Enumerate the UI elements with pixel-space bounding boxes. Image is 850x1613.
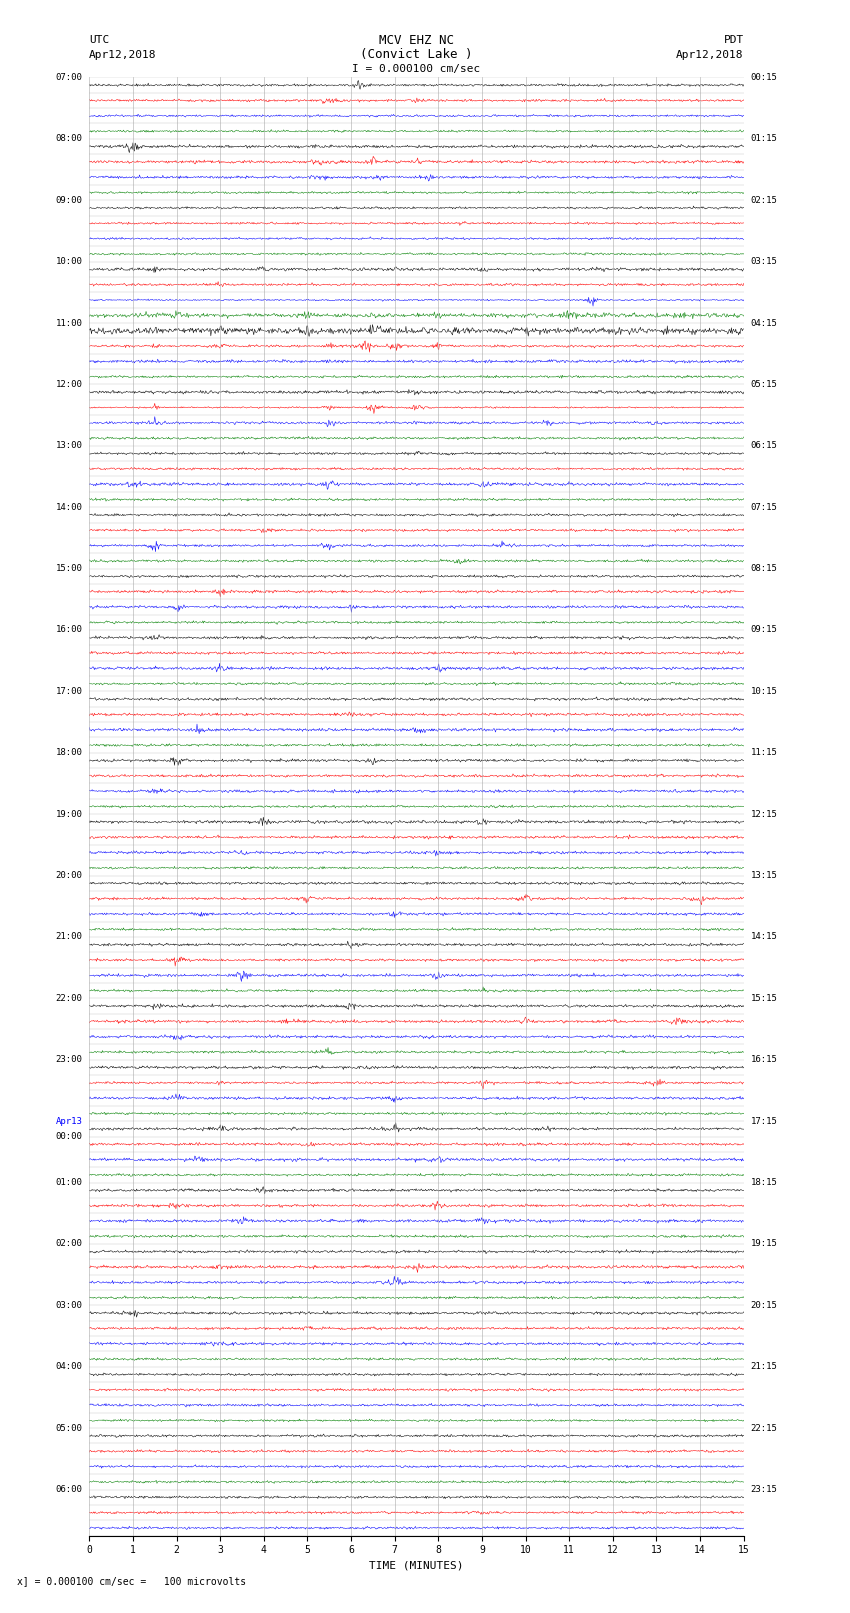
Text: 17:00: 17:00 [55, 687, 82, 695]
Text: 13:15: 13:15 [751, 871, 778, 881]
Text: Apr13: Apr13 [55, 1116, 82, 1126]
Text: 01:15: 01:15 [751, 134, 778, 144]
Text: 21:00: 21:00 [55, 932, 82, 942]
Text: 13:00: 13:00 [55, 442, 82, 450]
Text: 03:15: 03:15 [751, 256, 778, 266]
Text: 09:00: 09:00 [55, 195, 82, 205]
Text: Apr12,2018: Apr12,2018 [677, 50, 744, 60]
Text: 08:00: 08:00 [55, 134, 82, 144]
Text: 09:15: 09:15 [751, 626, 778, 634]
Text: 21:15: 21:15 [751, 1363, 778, 1371]
Text: 05:00: 05:00 [55, 1424, 82, 1432]
Text: 20:00: 20:00 [55, 871, 82, 881]
Text: 04:00: 04:00 [55, 1363, 82, 1371]
Text: 17:15: 17:15 [751, 1116, 778, 1126]
Text: 12:00: 12:00 [55, 381, 82, 389]
Text: 06:00: 06:00 [55, 1486, 82, 1494]
Text: 06:15: 06:15 [751, 442, 778, 450]
Text: 02:00: 02:00 [55, 1239, 82, 1248]
Text: 18:15: 18:15 [751, 1177, 778, 1187]
Text: 08:15: 08:15 [751, 565, 778, 573]
Text: MCV EHZ NC: MCV EHZ NC [379, 34, 454, 47]
Text: 19:15: 19:15 [751, 1239, 778, 1248]
Text: 19:00: 19:00 [55, 810, 82, 819]
Text: PDT: PDT [723, 35, 744, 45]
Text: 22:15: 22:15 [751, 1424, 778, 1432]
Text: 18:00: 18:00 [55, 748, 82, 756]
Text: 03:00: 03:00 [55, 1300, 82, 1310]
Text: (Convict Lake ): (Convict Lake ) [360, 48, 473, 61]
Text: 11:15: 11:15 [751, 748, 778, 756]
Text: 00:00: 00:00 [55, 1132, 82, 1140]
Text: 00:15: 00:15 [751, 73, 778, 82]
Text: 01:00: 01:00 [55, 1177, 82, 1187]
Text: 04:15: 04:15 [751, 318, 778, 327]
Text: 05:15: 05:15 [751, 381, 778, 389]
Text: 16:15: 16:15 [751, 1055, 778, 1065]
Text: x] = 0.000100 cm/sec =   100 microvolts: x] = 0.000100 cm/sec = 100 microvolts [17, 1576, 246, 1586]
Text: 15:00: 15:00 [55, 565, 82, 573]
Text: 02:15: 02:15 [751, 195, 778, 205]
Text: 14:15: 14:15 [751, 932, 778, 942]
Text: 14:00: 14:00 [55, 503, 82, 511]
Text: 23:15: 23:15 [751, 1486, 778, 1494]
X-axis label: TIME (MINUTES): TIME (MINUTES) [369, 1561, 464, 1571]
Text: 16:00: 16:00 [55, 626, 82, 634]
Text: 10:15: 10:15 [751, 687, 778, 695]
Text: 22:00: 22:00 [55, 994, 82, 1003]
Text: 23:00: 23:00 [55, 1055, 82, 1065]
Text: 20:15: 20:15 [751, 1300, 778, 1310]
Text: Apr12,2018: Apr12,2018 [89, 50, 156, 60]
Text: 07:00: 07:00 [55, 73, 82, 82]
Text: 15:15: 15:15 [751, 994, 778, 1003]
Text: UTC: UTC [89, 35, 110, 45]
Text: I = 0.000100 cm/sec: I = 0.000100 cm/sec [353, 65, 480, 74]
Text: 11:00: 11:00 [55, 318, 82, 327]
Text: 12:15: 12:15 [751, 810, 778, 819]
Text: 07:15: 07:15 [751, 503, 778, 511]
Text: 10:00: 10:00 [55, 256, 82, 266]
